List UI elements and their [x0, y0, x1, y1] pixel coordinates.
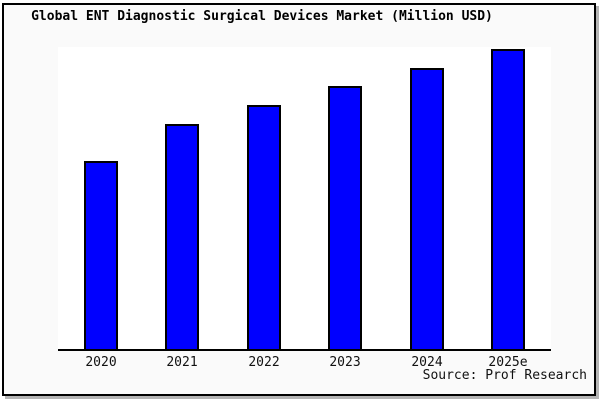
- x-tick-2025e: 2025e: [488, 355, 528, 370]
- bar-2023: [328, 86, 362, 349]
- chart-title: Global ENT Diagnostic Surgical Devices M…: [31, 9, 493, 24]
- x-tick-2024: 2024: [411, 355, 443, 370]
- x-tick-2022: 2022: [248, 355, 280, 370]
- x-tick-2021: 2021: [166, 355, 198, 370]
- x-axis-line: [58, 349, 551, 351]
- x-tick-2023: 2023: [329, 355, 361, 370]
- bar-2020: [84, 161, 118, 349]
- chart-frame: Global ENT Diagnostic Surgical Devices M…: [2, 3, 596, 396]
- bar-2025e: [491, 49, 525, 349]
- bar-2022: [247, 105, 281, 349]
- source-note: Source: Prof Research: [422, 368, 587, 383]
- plot-area: [58, 47, 551, 349]
- bar-2024: [410, 68, 444, 349]
- bar-2021: [165, 124, 199, 349]
- x-tick-2020: 2020: [85, 355, 117, 370]
